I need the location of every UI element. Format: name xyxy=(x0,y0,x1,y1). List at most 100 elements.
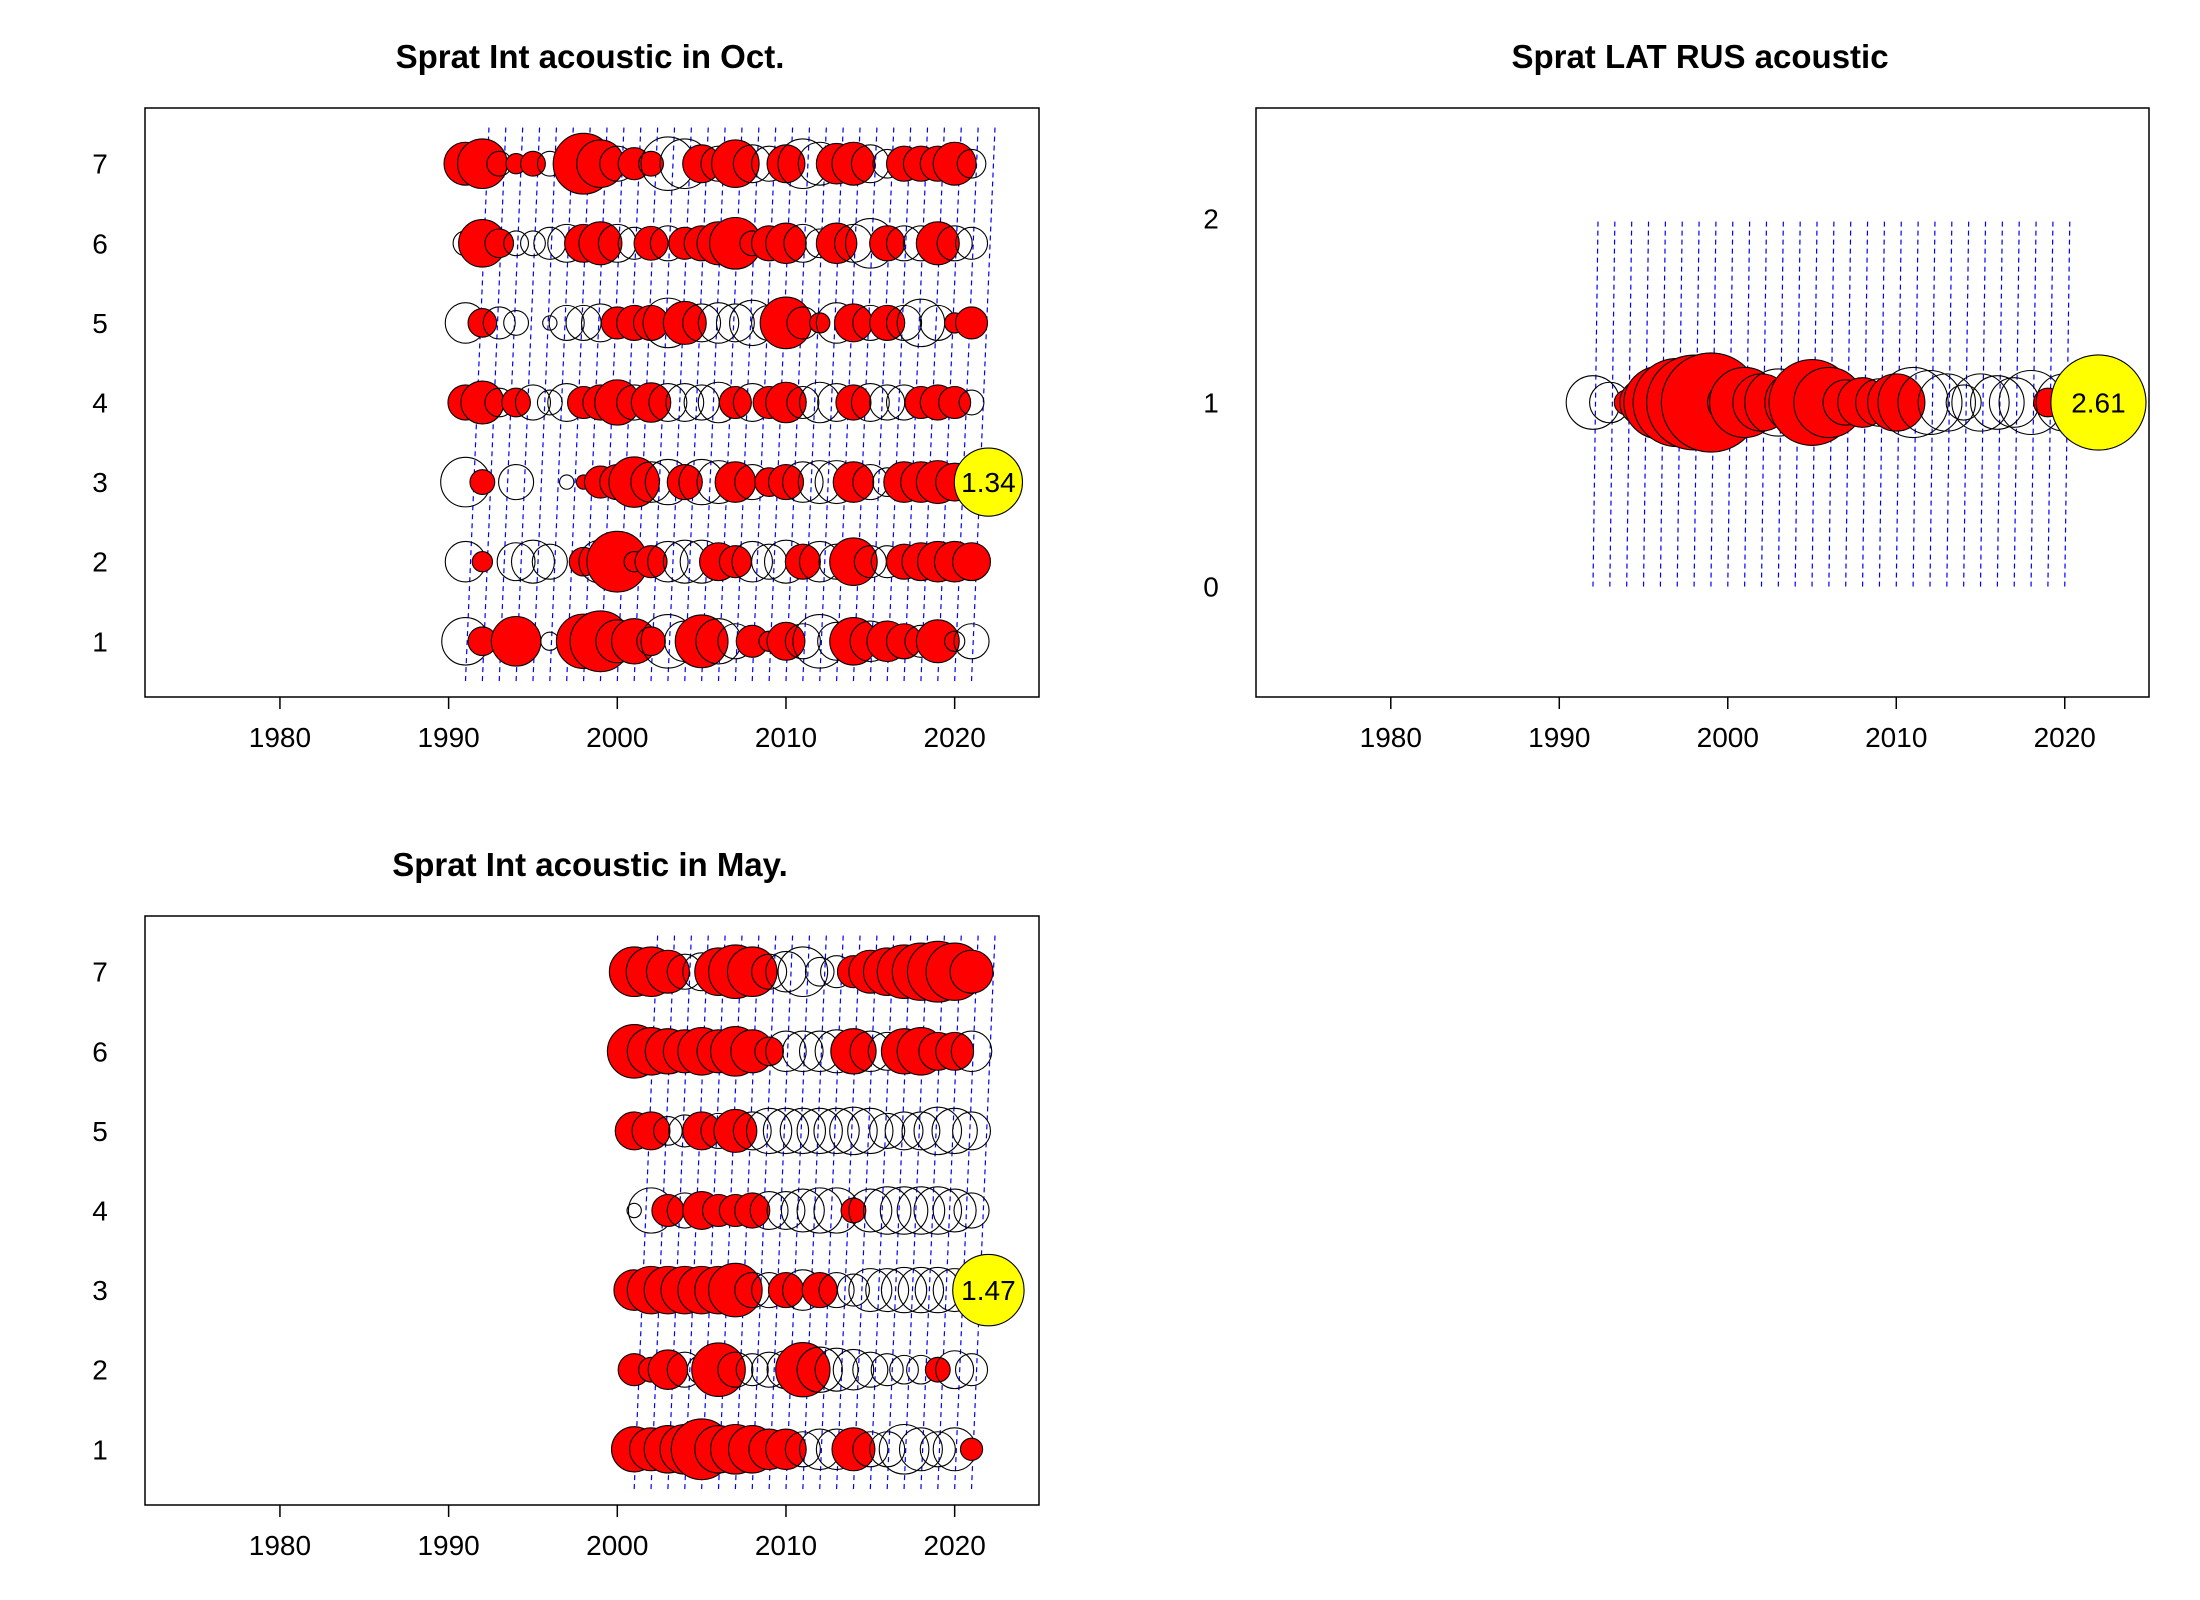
residual-bubble xyxy=(919,1431,956,1468)
cohort-line xyxy=(498,123,524,682)
cohort-line xyxy=(717,123,743,682)
max-residual-label: 1.34 xyxy=(961,467,1016,498)
residual-bubble xyxy=(847,1107,894,1155)
residual-bubble xyxy=(467,308,498,338)
cohort-line xyxy=(633,123,659,682)
y-tick-label: 2 xyxy=(1203,203,1219,234)
residual-bubble xyxy=(1867,373,1926,432)
residual-bubble xyxy=(498,464,535,501)
cohort-line xyxy=(734,123,760,682)
cohort-line xyxy=(869,123,895,682)
residual-bubble xyxy=(889,1354,919,1385)
residual-bubble xyxy=(818,1272,855,1309)
residual-bubble xyxy=(1970,375,2025,430)
cohort-line xyxy=(869,931,895,1490)
residual-bubble xyxy=(829,1106,878,1156)
residual-bubble xyxy=(514,384,552,421)
cohort-line xyxy=(920,123,946,682)
residual-bubble xyxy=(662,300,707,345)
residual-bubble xyxy=(482,306,516,340)
cohort-line xyxy=(768,123,794,682)
panel-int-acoustic-may: Sprat Int acoustic in May. 1980 1990 2000 2… xyxy=(92,846,1040,1561)
residual-bubble xyxy=(782,1030,824,1073)
residual-bubble xyxy=(804,956,835,987)
residual-bubble xyxy=(1565,375,1621,430)
residual-bubble xyxy=(608,456,660,508)
residual-bubble xyxy=(897,1266,945,1314)
residual-bubble xyxy=(1951,373,2010,432)
max-residual-label: 2.61 xyxy=(2071,388,2126,419)
residual-bubble xyxy=(869,384,906,421)
residual-bubble xyxy=(813,1107,860,1155)
cohort-line xyxy=(1946,218,1953,587)
residual-bubble xyxy=(633,225,669,261)
max-residual-bubble xyxy=(952,1253,1025,1327)
cohort-line xyxy=(852,931,878,1490)
residual-bubble xyxy=(630,382,672,423)
residual-bubble xyxy=(754,1036,784,1067)
cohort-line xyxy=(515,123,541,682)
residual-bubble xyxy=(471,551,494,573)
cohort-line xyxy=(701,931,726,1490)
panel-lat-rus-acoustic: Sprat LAT RUS acoustic 1980 1990 2000 2010 2… xyxy=(1203,38,2150,753)
cohort-line xyxy=(819,931,844,1490)
residual-bubble xyxy=(840,1197,867,1224)
x-tick-label: 1990 xyxy=(1528,722,1590,753)
residual-bubble xyxy=(713,1108,758,1153)
y-tick-label: 1 xyxy=(1203,388,1219,419)
residual-bubble xyxy=(1945,384,1982,421)
y-tick-label: 4 xyxy=(92,1196,108,1227)
residual-bubble xyxy=(953,1192,990,1229)
residual-bubble xyxy=(536,389,563,416)
residual-bubble xyxy=(718,385,752,420)
x-tick-label: 2000 xyxy=(586,1530,648,1561)
cohort-line xyxy=(785,931,811,1490)
cohort-line xyxy=(937,123,963,682)
max-residual-label: 1.47 xyxy=(961,1275,1016,1306)
x-tick-label: 1990 xyxy=(417,1530,479,1561)
residual-bubble xyxy=(796,1107,843,1155)
residual-bubble xyxy=(531,543,568,580)
residual-bubble xyxy=(815,222,858,265)
x-tick-label: 2010 xyxy=(1865,722,1927,753)
residual-bubble xyxy=(766,1191,806,1230)
residual-bubble xyxy=(896,1186,946,1235)
residual-bubble xyxy=(542,315,558,331)
x-tick-label: 1980 xyxy=(1360,722,1422,753)
panel-title: Sprat Int acoustic in May. xyxy=(392,846,787,883)
cohort-line xyxy=(1929,218,1936,587)
residual-bubble xyxy=(954,226,989,260)
plot-area: 1980 1990 2000 2010 2020 1 2 3 4 5 6 7 1.34 xyxy=(92,123,1024,753)
y-tick-label: 6 xyxy=(92,1036,108,1067)
residual-bubble xyxy=(648,383,688,422)
cohort-line xyxy=(903,931,929,1490)
residual-bubble xyxy=(943,630,966,652)
residual-bubble xyxy=(915,619,960,664)
residual-bubble xyxy=(852,1351,889,1388)
residual-bubble xyxy=(717,1351,754,1388)
panel-title: Sprat Int acoustic in Oct. xyxy=(396,38,785,75)
residual-bubble xyxy=(833,303,873,343)
cohort-line xyxy=(751,123,777,682)
residual-bubble xyxy=(765,222,807,265)
residual-bubble xyxy=(954,1353,989,1387)
residual-bubble xyxy=(745,1107,793,1155)
residual-bubble xyxy=(734,1192,771,1229)
cohort-line xyxy=(667,931,693,1490)
cohort-line xyxy=(903,123,929,682)
cohort-line xyxy=(886,123,912,682)
cohort-line xyxy=(1979,218,1987,587)
residual-bubble xyxy=(501,387,531,418)
residual-bubble xyxy=(665,383,705,422)
cohort-line xyxy=(785,123,811,682)
x-tick-label: 2010 xyxy=(755,722,817,753)
plot-area: 1980 1990 2000 2010 2020 0 1 2 2.61 xyxy=(1203,203,2147,753)
max-residual-bubble xyxy=(2050,354,2147,451)
residual-bubble xyxy=(869,225,906,262)
residual-bubble xyxy=(901,1111,941,1151)
residual-bubble xyxy=(714,461,757,503)
cohort-line xyxy=(582,123,608,682)
residual-bubble xyxy=(765,1030,807,1073)
plot-area: 1980 1990 2000 2010 2020 1 2 3 4 5 6 7 1.47 xyxy=(92,931,1025,1561)
cohort-line xyxy=(549,123,575,682)
